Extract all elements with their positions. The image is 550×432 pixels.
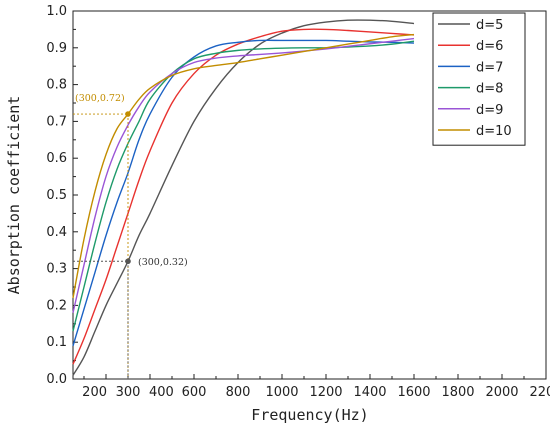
series-lines xyxy=(72,19,415,376)
x-tick-label: 1800 xyxy=(441,385,474,400)
x-axis-title: Frequency(Hz) xyxy=(251,406,368,424)
series-line-d-7 xyxy=(72,39,415,347)
x-tick-label: 400 xyxy=(149,385,174,400)
legend-label: d=7 xyxy=(476,60,503,75)
x-tick-label: 600 xyxy=(182,385,207,400)
series-line-d-5 xyxy=(72,19,415,376)
x-tick-label: 300 xyxy=(116,385,141,400)
x-tick-label: 2200 xyxy=(529,385,550,400)
y-tick-label: 0.0 xyxy=(46,372,67,387)
x-axis-ticks: 200 300 400 600 800 1000 1200 1400 1600 1800 2000 2… xyxy=(82,374,550,400)
y-tick-label: 0.9 xyxy=(46,41,67,56)
y-axis-title: Absorption coefficient xyxy=(5,96,23,295)
y-axis-ticks: 0.0 0.1 0.2 0.3 0.4 0.5 0.6 0.7 0.8 0.9 1.0 xyxy=(46,4,78,387)
series-line-d-8 xyxy=(72,40,415,332)
y-tick-label: 0.4 xyxy=(46,225,67,240)
legend-box xyxy=(432,12,526,146)
series-line-d-9 xyxy=(72,37,415,313)
y-tick-label: 0.1 xyxy=(46,335,67,350)
annotations: (300,0.72) (300,0.32) xyxy=(73,93,188,379)
legend-label: d=8 xyxy=(476,82,503,97)
annotation-point xyxy=(125,258,131,265)
legend: d=5 d=6 d=7 d=8 d=9 d=10 xyxy=(432,12,526,146)
x-tick-label: 1600 xyxy=(397,385,430,400)
series-line-d-10 xyxy=(72,33,415,299)
y-tick-label: 0.5 xyxy=(46,188,67,203)
annotation-label: (300,0.72) xyxy=(75,93,125,104)
x-tick-label: 800 xyxy=(226,385,251,400)
x-tick-label: 1200 xyxy=(309,385,342,400)
x-tick-label: 200 xyxy=(82,385,107,400)
y-tick-label: 1.0 xyxy=(46,4,67,19)
y-tick-label: 0.2 xyxy=(46,298,67,313)
y-tick-label: 0.7 xyxy=(46,114,67,129)
x-tick-label: 2000 xyxy=(485,385,518,400)
annotation-label: (300,0.32) xyxy=(138,257,188,268)
series-line-d-6 xyxy=(72,28,415,365)
legend-label: d=9 xyxy=(476,103,503,118)
legend-label: d=10 xyxy=(476,124,512,139)
x-tick-label: 1400 xyxy=(353,385,386,400)
y-tick-label: 0.6 xyxy=(46,151,67,166)
legend-label: d=6 xyxy=(476,39,503,54)
annotation-point xyxy=(125,111,131,117)
y-tick-label: 0.8 xyxy=(46,78,67,93)
legend-label: d=5 xyxy=(476,18,503,33)
x-tick-label: 1000 xyxy=(265,385,298,400)
y-tick-label: 0.3 xyxy=(46,262,67,277)
